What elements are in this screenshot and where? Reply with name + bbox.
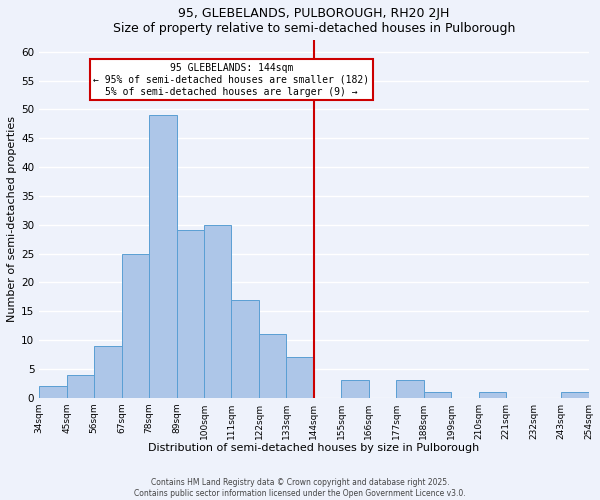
Bar: [259, 334, 286, 398]
Text: 95 GLEBELANDS: 144sqm
← 95% of semi-detached houses are smaller (182)
5% of semi: 95 GLEBELANDS: 144sqm ← 95% of semi-deta…: [94, 64, 370, 96]
Bar: [149, 115, 176, 398]
Bar: [561, 392, 589, 398]
Bar: [396, 380, 424, 398]
Bar: [479, 392, 506, 398]
Bar: [286, 358, 314, 398]
Bar: [341, 380, 369, 398]
Bar: [67, 374, 94, 398]
Bar: [94, 346, 122, 398]
Bar: [39, 386, 67, 398]
X-axis label: Distribution of semi-detached houses by size in Pulborough: Distribution of semi-detached houses by …: [148, 443, 479, 453]
Bar: [122, 254, 149, 398]
Bar: [232, 300, 259, 398]
Y-axis label: Number of semi-detached properties: Number of semi-detached properties: [7, 116, 17, 322]
Bar: [424, 392, 451, 398]
Text: Contains HM Land Registry data © Crown copyright and database right 2025.
Contai: Contains HM Land Registry data © Crown c…: [134, 478, 466, 498]
Title: 95, GLEBELANDS, PULBOROUGH, RH20 2JH
Size of property relative to semi-detached : 95, GLEBELANDS, PULBOROUGH, RH20 2JH Siz…: [113, 7, 515, 35]
Bar: [176, 230, 204, 398]
Bar: [204, 224, 232, 398]
